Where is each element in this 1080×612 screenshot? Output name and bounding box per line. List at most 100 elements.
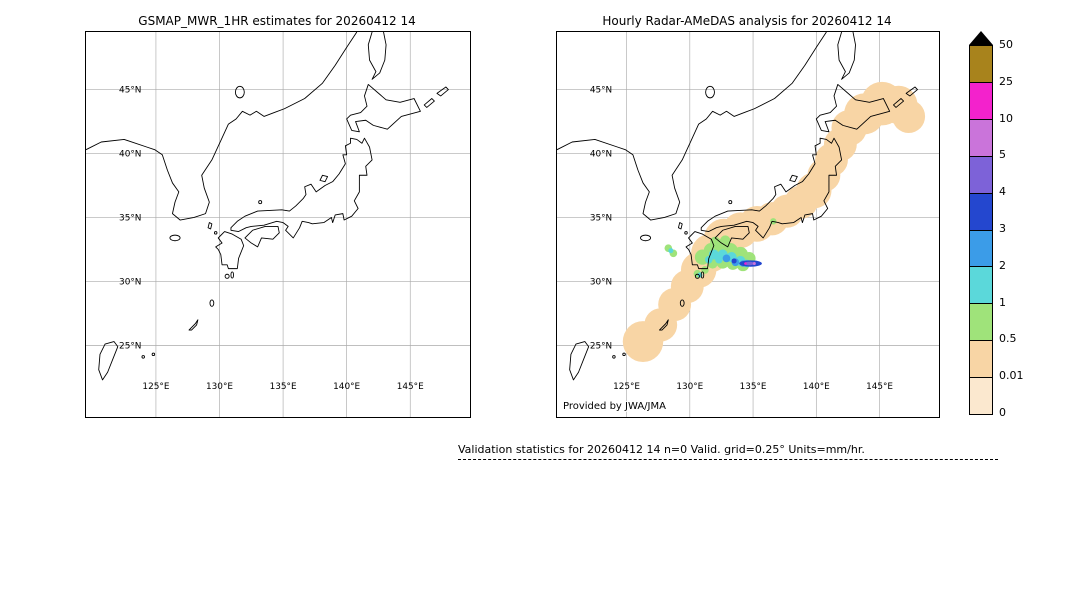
latitude-label: 25°N (590, 342, 612, 352)
island-outline (622, 352, 626, 357)
colorbar-tick-label: 0.01 (999, 369, 1024, 383)
precip-cell (744, 261, 755, 266)
coastline (569, 341, 590, 381)
coastline (207, 222, 213, 230)
latitude-label: 45°N (119, 86, 141, 96)
island-outline (213, 231, 218, 235)
island-outline (700, 271, 705, 279)
colorbar-segment (970, 119, 992, 157)
island-outline (640, 234, 652, 242)
colorbar-segment (970, 82, 992, 120)
island-outline (684, 231, 688, 235)
colorbar-segment (970, 378, 992, 415)
longitude-label: 125°E (142, 382, 169, 392)
longitude-label: 130°E (206, 382, 233, 392)
island-outline (705, 85, 715, 99)
coastline (714, 225, 750, 248)
radar-amedas-map: 45°N 40°N 35°N 30°N 25°N 125°E 130°E 135°E 140°E… (556, 31, 940, 418)
island-outline (728, 200, 733, 205)
longitude-label: 140°E (803, 382, 830, 392)
latitude-label: 30°N (590, 278, 612, 288)
colorbar-segment (970, 341, 992, 379)
island-outline (234, 85, 245, 99)
latitude-label: 45°N (590, 86, 612, 96)
coastline (346, 83, 421, 133)
colorbar-tick-label: 5 (999, 148, 1006, 162)
jwa-jma-credit: Provided by JWA/JMA (561, 401, 668, 412)
radar-map-canvas: 45°N 40°N 35°N 30°N 25°N 125°E 130°E 135°E 140°E… (557, 32, 939, 417)
longitude-label: 140°E (333, 382, 360, 392)
gsmap-map-canvas: 45°N 40°N 35°N 30°N 25°N 125°E 130°E 135°E 140°E… (86, 32, 470, 417)
latitude-label: 35°N (590, 214, 612, 224)
colorbar-tick-label: 2 (999, 258, 1006, 272)
colorbar-tick-label: 10 (999, 111, 1013, 125)
colorbar-tick-label: 0 (999, 406, 1006, 419)
coastline (367, 32, 387, 80)
colorbar (969, 45, 993, 415)
coastline (215, 231, 245, 270)
coastline (557, 32, 827, 221)
colorbar-tick-label: 50 (999, 38, 1013, 51)
colorbar-segment (970, 267, 992, 305)
colorbar-tick-label: 25 (999, 74, 1013, 88)
island-outline (612, 355, 616, 359)
colorbar-tick-label: 0.5 (999, 332, 1017, 346)
coastline (188, 319, 199, 331)
colorbar-tick-label: 4 (999, 185, 1006, 199)
coastline (905, 86, 918, 97)
colorbar-segment (970, 304, 992, 342)
coastline (837, 32, 856, 80)
longitude-label: 130°E (676, 382, 703, 392)
precip-cell (720, 235, 731, 246)
validation-statistics-text: Validation statistics for 20260412 14 n=… (458, 443, 865, 456)
coastline (685, 231, 715, 270)
coastline (893, 98, 905, 108)
coastline (86, 32, 358, 221)
island-outline (258, 200, 263, 205)
latitude-label: 40°N (590, 150, 612, 160)
precip-cell (744, 262, 747, 265)
precip-cell (710, 236, 721, 247)
precip-cell (668, 248, 674, 254)
longitude-label: 125°E (613, 382, 640, 392)
coastline (230, 137, 373, 239)
latitude-label: 30°N (119, 278, 141, 288)
colorbar-overflow-triangle (969, 31, 993, 45)
island-outline (694, 273, 700, 279)
colorbar-segment (970, 230, 992, 268)
colorbar-tick-label: 3 (999, 222, 1006, 235)
separator-dashed-line (458, 459, 998, 460)
precip-cell (722, 254, 731, 263)
coastline (659, 319, 669, 331)
precip-cell (715, 255, 723, 264)
left-panel-title: GSMAP_MWR_1HR estimates for 20260412 14 (138, 14, 416, 28)
longitude-label: 135°E (740, 382, 767, 392)
coastline (436, 86, 449, 97)
coastline (319, 174, 329, 183)
latitude-label: 40°N (119, 150, 141, 160)
longitude-label: 145°E (397, 382, 424, 392)
coastline (423, 98, 435, 108)
colorbar-segment (970, 193, 992, 231)
latitude-label: 25°N (119, 342, 141, 352)
coastline (677, 222, 683, 230)
right-panel-title: Hourly Radar-AMeDAS analysis for 2026041… (602, 14, 892, 28)
longitude-label: 135°E (270, 382, 297, 392)
island-outline (209, 299, 215, 307)
coastline (815, 83, 891, 133)
coastline (98, 341, 119, 381)
latitude-label: 35°N (119, 214, 141, 224)
island-outline (169, 234, 181, 242)
island-outline (224, 273, 230, 279)
island-outline (679, 299, 685, 307)
longitude-label: 145°E (866, 382, 893, 392)
coastline (789, 174, 798, 183)
coastline (700, 137, 843, 239)
gsmap-estimates-map: 45°N 40°N 35°N 30°N 25°N 125°E 130°E 135°E 140°E… (85, 31, 471, 418)
colorbar-segment (970, 46, 992, 83)
colorbar-tick-label: 1 (999, 295, 1006, 309)
island-outline (151, 352, 156, 357)
precip-cell (892, 99, 926, 134)
precip-cell (731, 258, 737, 264)
